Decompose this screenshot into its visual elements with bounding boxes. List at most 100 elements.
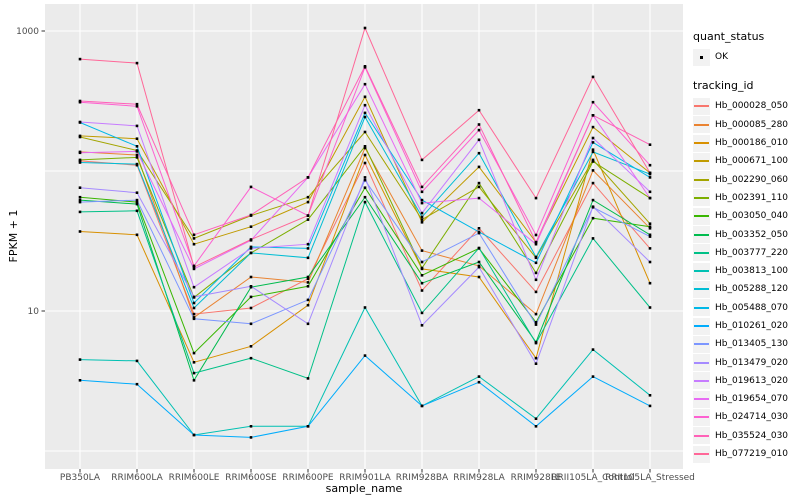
legend-key-ok [693, 48, 710, 66]
data-point [420, 266, 424, 270]
data-point [648, 394, 652, 397]
series-color-line-icon [694, 160, 709, 163]
x-tick-label: RRIM600SE [225, 473, 277, 483]
legend-item-label: Hb_002391_110 [715, 192, 789, 203]
legend-item-label: Hb_003352_050 [715, 229, 789, 240]
legend-item-label: Hb_003813_100 [715, 266, 789, 277]
data-point [648, 235, 652, 238]
x-tick-label: RRII105LA_Stressed [605, 473, 695, 483]
data-point [420, 211, 424, 215]
data-point [249, 295, 253, 299]
data-point [306, 425, 310, 428]
data-point [192, 433, 196, 437]
data-point [249, 185, 253, 189]
data-point [192, 285, 196, 289]
data-point [363, 354, 367, 357]
data-point [249, 245, 253, 249]
data-point [363, 95, 367, 99]
data-point [420, 274, 424, 277]
legend-item: Hb_002391_110 [693, 189, 799, 207]
data-point [78, 99, 82, 103]
data-point [363, 111, 367, 115]
legend-item-label: Hb_013479_020 [715, 357, 789, 368]
data-point [591, 125, 595, 129]
x-axis-title: sample_name [325, 482, 403, 495]
data-point [648, 281, 652, 285]
data-point [78, 151, 82, 155]
legend-item-label: Hb_000028_050 [715, 101, 789, 112]
legend-key [693, 97, 710, 115]
legend-title-quant-status: quant_status [693, 30, 765, 43]
data-point [648, 190, 652, 194]
data-point [363, 200, 367, 204]
data-point [363, 195, 367, 199]
data-point [249, 251, 253, 255]
legend-tracking-id-items: Hb_000028_050 Hb_000085_280 Hb_000186_010 H… [693, 97, 799, 463]
data-point [477, 185, 481, 189]
data-point [135, 153, 139, 157]
data-point [591, 169, 595, 172]
data-point [249, 247, 253, 250]
legend-item: Hb_003050_040 [693, 207, 799, 225]
data-point [363, 130, 367, 134]
legend-item: Hb_013405_130 [693, 335, 799, 353]
data-point [591, 114, 595, 117]
data-point [306, 176, 310, 179]
series-color-line-icon [694, 215, 709, 218]
legend-key [693, 335, 710, 353]
plot-panel [45, 4, 683, 469]
data-point [192, 242, 196, 246]
data-point [363, 26, 367, 30]
data-point [591, 237, 595, 240]
x-tick-label: PB350LA [60, 473, 101, 483]
data-point [363, 103, 367, 107]
x-tick-label: RRIM928LA [453, 473, 505, 483]
data-point [534, 261, 538, 265]
data-point [192, 265, 196, 269]
series-color-line-icon [694, 361, 709, 364]
data-point [534, 233, 538, 237]
data-point [648, 225, 652, 228]
x-tick-label: RRIM600LE [169, 473, 220, 483]
y-tick-label: 10 [28, 307, 40, 317]
legend-key [693, 207, 710, 225]
data-point [648, 171, 652, 175]
data-point [648, 143, 652, 146]
data-point [192, 351, 196, 355]
data-point [78, 358, 82, 361]
data-point [534, 312, 538, 316]
data-point [249, 285, 253, 288]
x-tick-label: RRII105LA_Control [551, 473, 634, 483]
legend-item: Hb_000028_050 [693, 97, 799, 115]
data-point [306, 195, 310, 199]
data-point [420, 260, 424, 264]
legend-item: Hb_000671_100 [693, 152, 799, 170]
data-point [420, 158, 424, 162]
data-point [591, 216, 595, 220]
data-point [420, 249, 424, 252]
data-point [306, 281, 310, 284]
data-point [363, 176, 367, 179]
data-point [477, 123, 481, 126]
legend-item: Hb_003777_220 [693, 244, 799, 262]
data-point [591, 148, 595, 151]
data-point [591, 158, 595, 162]
data-point [306, 242, 310, 246]
legend-item-label: Hb_010261_020 [715, 321, 789, 331]
series-color-line-icon [694, 105, 709, 108]
data-point [135, 202, 139, 206]
data-point [420, 190, 424, 194]
y-axis-title: FPKM + 1 [7, 209, 20, 263]
series-color-line-icon [694, 398, 709, 401]
data-point [363, 186, 367, 189]
data-point [477, 151, 481, 155]
series-color-line-icon [694, 434, 709, 437]
data-point [648, 163, 652, 167]
data-point [306, 275, 310, 279]
legend-key [693, 280, 710, 298]
legend-item-label: Hb_005288_120 [715, 284, 789, 295]
legend-item-label: Hb_013405_130 [715, 339, 789, 350]
data-point [306, 303, 310, 307]
data-point [249, 238, 253, 241]
